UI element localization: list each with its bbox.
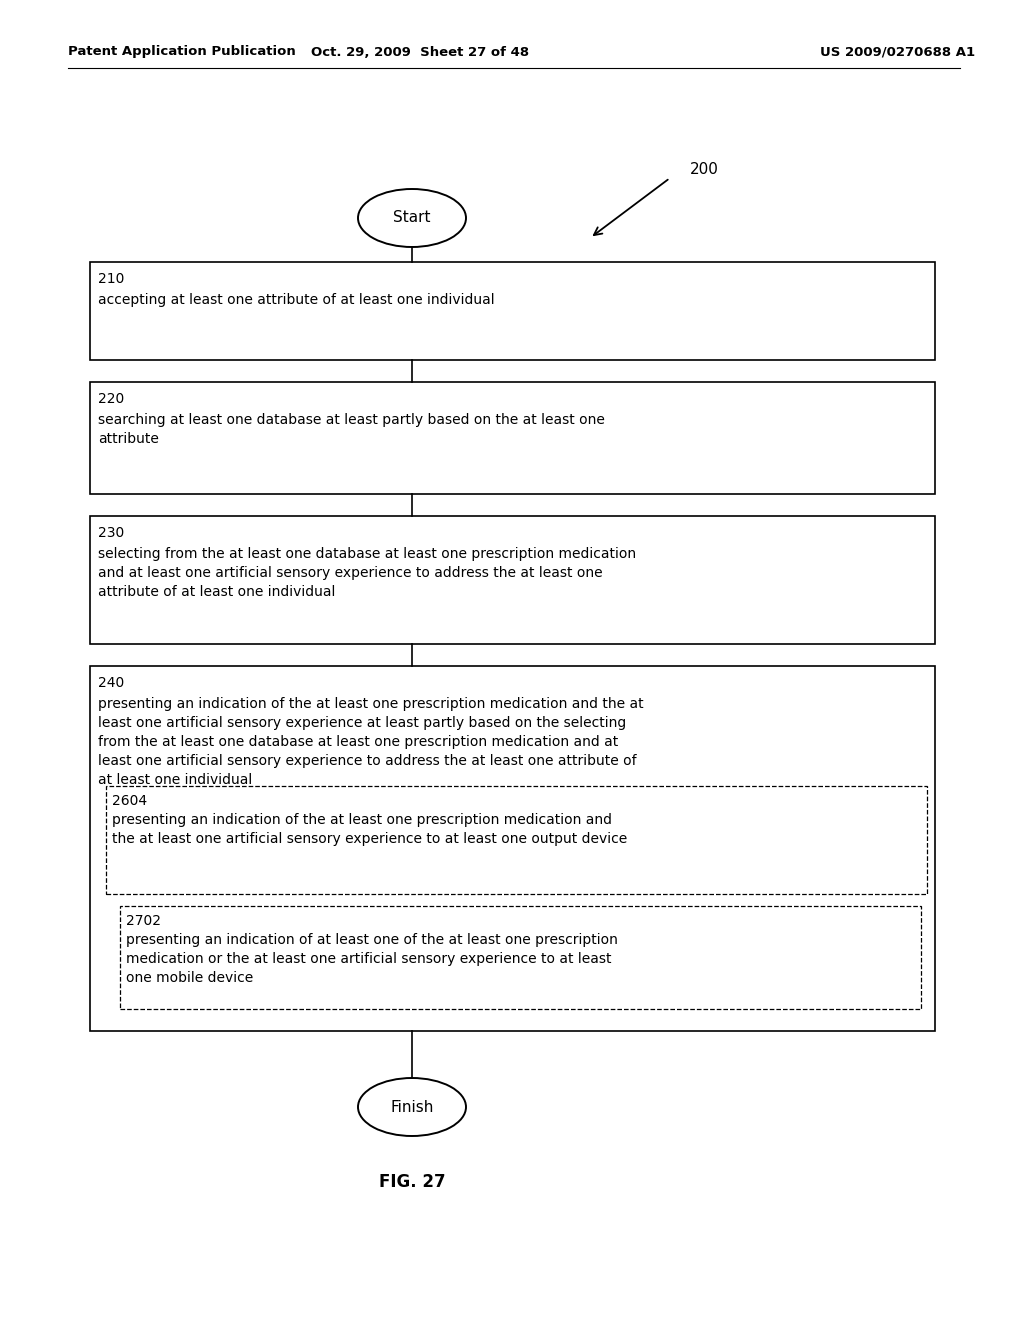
Text: and at least one artificial sensory experience to address the at least one: and at least one artificial sensory expe… [98, 566, 603, 579]
Text: Finish: Finish [390, 1100, 434, 1114]
Text: 210: 210 [98, 272, 124, 286]
Text: 2702: 2702 [126, 913, 161, 928]
Text: medication or the at least one artificial sensory experience to at least: medication or the at least one artificia… [126, 952, 611, 966]
Text: searching at least one database at least partly based on the at least one: searching at least one database at least… [98, 413, 605, 426]
Text: accepting at least one attribute of at least one individual: accepting at least one attribute of at l… [98, 293, 495, 308]
Text: from the at least one database at least one prescription medication and at: from the at least one database at least … [98, 735, 618, 748]
Text: 200: 200 [690, 162, 719, 177]
Text: the at least one artificial sensory experience to at least one output device: the at least one artificial sensory expe… [112, 832, 628, 846]
Text: Oct. 29, 2009  Sheet 27 of 48: Oct. 29, 2009 Sheet 27 of 48 [311, 45, 529, 58]
Text: US 2009/0270688 A1: US 2009/0270688 A1 [820, 45, 975, 58]
Text: FIG. 27: FIG. 27 [379, 1173, 445, 1191]
Text: 2604: 2604 [112, 795, 147, 808]
Text: 230: 230 [98, 525, 124, 540]
Text: Start: Start [393, 210, 431, 226]
Text: least one artificial sensory experience at least partly based on the selecting: least one artificial sensory experience … [98, 715, 627, 730]
Text: presenting an indication of at least one of the at least one prescription: presenting an indication of at least one… [126, 933, 617, 946]
Text: one mobile device: one mobile device [126, 972, 253, 985]
Text: Patent Application Publication: Patent Application Publication [68, 45, 296, 58]
Text: attribute of at least one individual: attribute of at least one individual [98, 585, 336, 599]
Text: selecting from the at least one database at least one prescription medication: selecting from the at least one database… [98, 546, 636, 561]
Text: at least one individual: at least one individual [98, 774, 252, 787]
Text: 240: 240 [98, 676, 124, 690]
Text: least one artificial sensory experience to address the at least one attribute of: least one artificial sensory experience … [98, 754, 637, 768]
Text: 220: 220 [98, 392, 124, 407]
Text: attribute: attribute [98, 432, 159, 446]
Text: presenting an indication of the at least one prescription medication and: presenting an indication of the at least… [112, 813, 612, 828]
Text: presenting an indication of the at least one prescription medication and the at: presenting an indication of the at least… [98, 697, 644, 711]
